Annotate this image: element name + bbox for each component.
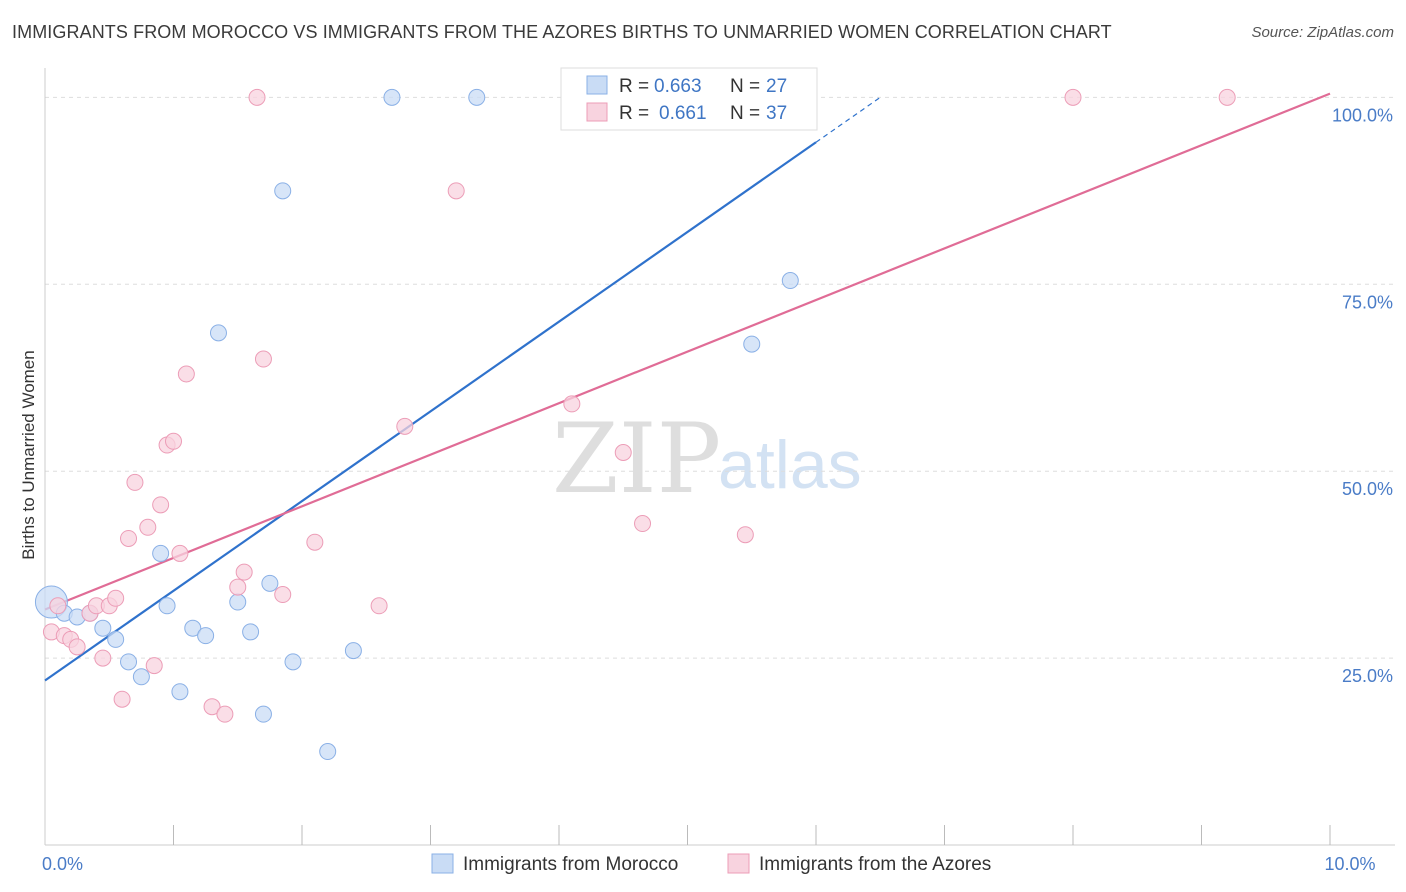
azores-point	[126, 473, 144, 491]
azores-trend-line	[44, 92, 1331, 611]
azores-point	[396, 417, 414, 435]
azores-point	[235, 563, 253, 581]
azores-point	[113, 690, 131, 708]
legend-r-value-morocco: 0.663	[654, 76, 702, 97]
legend-n-label-azores: N =	[730, 103, 760, 124]
legend-n-value-azores: 37	[766, 103, 787, 124]
azores-point	[145, 657, 163, 675]
morocco-trend-extension	[815, 96, 881, 143]
azores-point	[736, 526, 754, 544]
legend-n-label-morocco: N =	[730, 76, 760, 97]
morocco-point	[209, 324, 227, 342]
azores-point	[447, 182, 465, 200]
azores-point	[248, 88, 266, 106]
morocco-point	[261, 574, 279, 592]
azores-point	[171, 544, 189, 562]
morocco-trend-line	[44, 141, 817, 682]
azores-point	[120, 529, 138, 547]
y-tick-label: 75.0%	[1342, 292, 1393, 312]
trend-layer	[44, 92, 1331, 682]
azores-point	[216, 705, 234, 723]
chart-title: IMMIGRANTS FROM MOROCCO VS IMMIGRANTS FR…	[12, 22, 1112, 42]
azores-point	[229, 578, 247, 596]
morocco-point	[781, 272, 799, 290]
morocco-point	[743, 335, 761, 353]
watermark-atlas: atlas	[718, 427, 862, 503]
watermark-zip: ZIP	[552, 403, 721, 515]
legend-r-value-azores: 0.661	[659, 103, 707, 124]
morocco-point	[319, 743, 337, 761]
morocco-point	[94, 619, 112, 637]
azores-point	[152, 496, 170, 514]
source-label: Source: ZipAtlas.com	[1251, 24, 1394, 41]
azores-point	[107, 589, 125, 607]
azores-point	[254, 350, 272, 368]
azores-point	[68, 638, 86, 656]
y-tick-label: 50.0%	[1342, 479, 1393, 499]
morocco-point	[158, 597, 176, 615]
legend-swatch-morocco	[586, 75, 608, 95]
morocco-point	[242, 623, 260, 641]
correlation-legend: R = 0.663 N = 27 R = 0.661 N = 37	[560, 67, 818, 131]
x-tick-label: 10.0%	[1324, 854, 1375, 874]
legend-swatch-azores	[586, 102, 608, 122]
morocco-point	[344, 642, 362, 660]
azores-point	[634, 515, 652, 533]
morocco-point	[383, 88, 401, 106]
legend-n-value-morocco: 27	[766, 76, 787, 97]
morocco-point	[120, 653, 138, 671]
azores-point	[306, 533, 324, 551]
azores-point	[563, 395, 581, 413]
azores-point	[1064, 88, 1082, 106]
morocco-point	[171, 683, 189, 701]
azores-point	[203, 698, 221, 716]
morocco-point	[274, 182, 292, 200]
bottom-legend-label-azores: Immigrants from the Azores	[759, 854, 991, 875]
legend-r-label-azores: R =	[619, 103, 649, 124]
azores-point	[274, 586, 292, 604]
series-legend: Immigrants from Morocco Immigrants from …	[431, 853, 991, 875]
morocco-point	[152, 544, 170, 562]
axis-layer: 25.0% 50.0% 75.0% 100.0% 0.0% 10.0%	[42, 68, 1395, 874]
azores-point	[370, 597, 388, 615]
azores-point	[94, 649, 112, 667]
x-tick-label: 0.0%	[42, 854, 83, 874]
azores-point	[49, 597, 67, 615]
azores-point	[177, 365, 195, 383]
y-axis-title: Births to Unmarried Women	[19, 350, 38, 559]
y-tick-label: 100.0%	[1332, 105, 1393, 125]
azores-point	[139, 518, 157, 536]
legend-r-label-morocco: R =	[619, 76, 649, 97]
morocco-point	[197, 627, 215, 645]
morocco-point	[184, 619, 202, 637]
bottom-legend-swatch-azores	[727, 853, 750, 874]
morocco-point	[107, 630, 125, 648]
azores-point	[1218, 88, 1236, 106]
morocco-point	[254, 705, 272, 723]
morocco-point	[284, 653, 302, 671]
morocco-point	[229, 593, 247, 611]
azores-point	[614, 444, 632, 461]
y-tick-label: 25.0%	[1342, 666, 1393, 686]
bottom-legend-swatch-morocco	[431, 853, 454, 874]
azores-point	[165, 432, 182, 450]
morocco-point	[132, 668, 150, 686]
bottom-legend-label-morocco: Immigrants from Morocco	[463, 854, 678, 875]
morocco-point	[468, 88, 486, 106]
